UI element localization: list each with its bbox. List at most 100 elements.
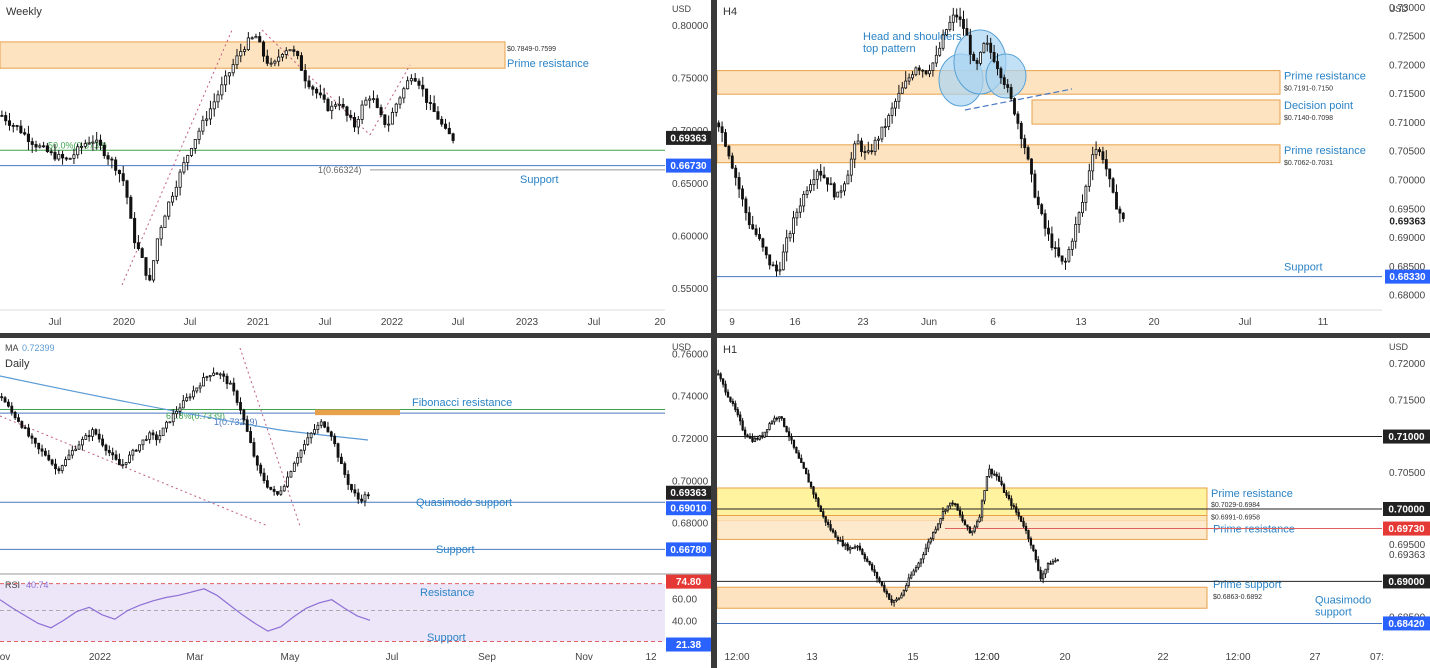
candle bbox=[188, 396, 192, 399]
candle bbox=[323, 421, 326, 428]
candle bbox=[259, 464, 263, 474]
candle bbox=[262, 472, 266, 482]
candle bbox=[406, 80, 410, 90]
candle bbox=[202, 377, 205, 387]
candle bbox=[218, 373, 222, 376]
candle bbox=[1108, 168, 1112, 180]
candle bbox=[1064, 260, 1067, 263]
candle bbox=[809, 184, 812, 192]
candle bbox=[95, 139, 99, 143]
candle bbox=[265, 55, 269, 64]
candle bbox=[880, 581, 884, 586]
candle bbox=[983, 490, 986, 502]
support-price-tag: 0.66730 bbox=[670, 161, 707, 172]
pattern-label-line-2: top pattern bbox=[863, 43, 916, 55]
candle bbox=[350, 484, 353, 491]
candle bbox=[1091, 154, 1095, 172]
candle bbox=[265, 480, 269, 488]
candle bbox=[19, 125, 23, 134]
candle bbox=[761, 435, 764, 438]
candle bbox=[724, 132, 727, 147]
daily-chart-panel[interactable]: MA 0.72399 Daily USD 0.76000 0.74000 0.72000 0.… bbox=[0, 338, 711, 668]
candle bbox=[313, 429, 316, 434]
candle bbox=[1039, 569, 1042, 580]
candle bbox=[778, 269, 782, 272]
candle bbox=[870, 563, 874, 571]
candle bbox=[832, 183, 836, 198]
candle bbox=[84, 435, 88, 440]
x-tick-label: Mar bbox=[186, 652, 204, 663]
candle bbox=[436, 111, 440, 120]
candle bbox=[758, 435, 761, 440]
candle bbox=[175, 410, 178, 415]
candle bbox=[315, 88, 319, 94]
candle bbox=[148, 432, 152, 440]
candle bbox=[161, 427, 165, 437]
candle bbox=[125, 180, 129, 198]
candle bbox=[1005, 492, 1008, 496]
candle bbox=[227, 72, 231, 77]
candle bbox=[235, 390, 239, 403]
candle bbox=[805, 190, 809, 195]
candle bbox=[316, 424, 320, 430]
candle bbox=[158, 435, 162, 441]
candle bbox=[993, 473, 996, 476]
candle bbox=[163, 215, 167, 228]
candle bbox=[98, 139, 103, 146]
candle bbox=[719, 373, 722, 380]
candle bbox=[239, 51, 243, 57]
candle bbox=[927, 541, 930, 549]
candle bbox=[985, 42, 989, 45]
candle bbox=[734, 167, 738, 178]
candle bbox=[326, 98, 330, 112]
candle bbox=[277, 56, 281, 62]
y-tick-label: 0.69000 bbox=[1389, 233, 1426, 244]
candle bbox=[189, 148, 194, 156]
candle bbox=[133, 217, 137, 244]
candle bbox=[121, 173, 125, 182]
candle bbox=[1012, 505, 1015, 508]
candle bbox=[26, 133, 30, 143]
candle bbox=[1023, 138, 1027, 149]
y-tick-label: 0.55000 bbox=[672, 284, 709, 295]
candle bbox=[289, 471, 293, 478]
candle bbox=[299, 449, 303, 458]
candle bbox=[334, 104, 338, 107]
candle bbox=[118, 458, 121, 466]
y-tick-label: 0.70000 bbox=[1389, 176, 1426, 187]
candle bbox=[288, 49, 292, 52]
x-tick-label: 2023 bbox=[516, 317, 539, 328]
x-tick-label: 22 bbox=[1157, 652, 1169, 663]
candle bbox=[768, 254, 772, 266]
candle bbox=[944, 509, 947, 512]
candle bbox=[851, 547, 854, 550]
candle bbox=[27, 427, 30, 437]
candle bbox=[4, 115, 8, 122]
candle bbox=[215, 372, 219, 375]
candle bbox=[730, 155, 734, 169]
last-price-tag: 0.69363 bbox=[1389, 217, 1426, 228]
y-tick-label: 0.60000 bbox=[672, 231, 709, 242]
candle bbox=[807, 473, 810, 483]
candle bbox=[216, 94, 220, 103]
candle bbox=[182, 162, 186, 173]
x-tick-label: 2021 bbox=[247, 317, 270, 328]
candle bbox=[255, 455, 259, 466]
zone-range-text: $0.6863-0.6892 bbox=[1213, 594, 1262, 601]
rsi-bottom-tag: 21.38 bbox=[676, 640, 701, 651]
weekly-chart-panel[interactable]: USD0.800000.750000.700000.650000.600000.… bbox=[0, 0, 711, 333]
h1-chart-panel[interactable]: USD0.720000.715000.705000.695000.68500Pr… bbox=[717, 338, 1430, 668]
candle bbox=[720, 126, 724, 134]
candle bbox=[205, 118, 209, 121]
x-tick-label: Jul bbox=[319, 317, 332, 328]
candle bbox=[245, 419, 249, 432]
candle bbox=[114, 454, 118, 460]
h4-chart-panel[interactable]: USD 0.73000 0.72500 0.72000 0.71500 0.71000 0.… bbox=[717, 0, 1430, 333]
candle bbox=[178, 407, 182, 412]
candle bbox=[717, 373, 720, 376]
rsi-label: RSI bbox=[5, 580, 20, 590]
timeframe-label: Daily bbox=[5, 358, 30, 370]
candle bbox=[988, 468, 991, 477]
candle bbox=[364, 99, 368, 106]
candle bbox=[858, 545, 862, 550]
